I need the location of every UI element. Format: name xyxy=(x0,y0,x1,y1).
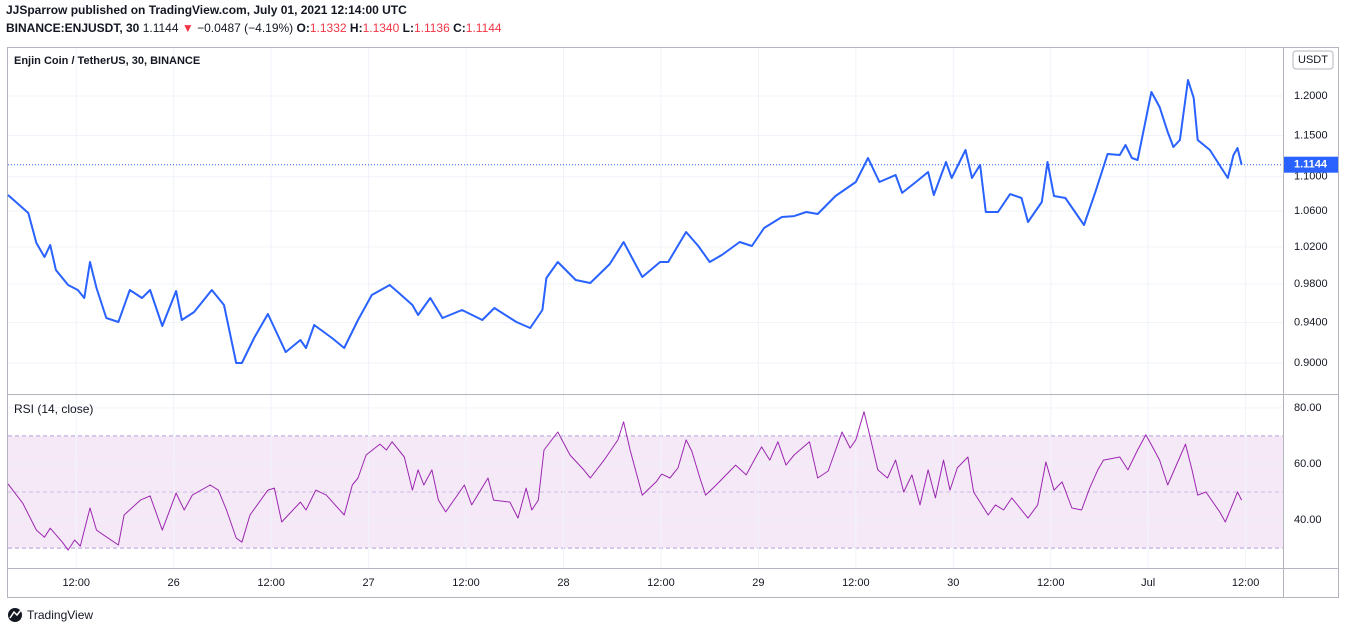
x-tick-label: 28 xyxy=(557,577,569,589)
series-line xyxy=(7,79,1243,364)
y-tick-label: 1.0200 xyxy=(1294,241,1328,253)
change: −0.0487 (−4.19%) xyxy=(197,21,293,35)
last-price-box xyxy=(1284,156,1338,173)
series-line xyxy=(7,411,1243,551)
pane-title: Enjin Coin / TetherUS, 30, BINANCE xyxy=(14,55,200,67)
y-tick-label: 1.0600 xyxy=(1294,205,1328,217)
y-tick-label: 1.1500 xyxy=(1294,129,1328,141)
y-tick-label: 1.1000 xyxy=(1294,171,1328,183)
ohlc-value: 1.1144 xyxy=(466,21,502,35)
grid xyxy=(8,48,1283,568)
x-tick-label: 12:00 xyxy=(1232,577,1260,589)
currency: USDT xyxy=(1298,54,1328,66)
symbol-line: BINANCE:ENJUSDT, 30 1.1144 ▼ −0.0487 (−4… xyxy=(6,21,502,35)
last-price: 1.1144 xyxy=(143,21,179,35)
x-tick-label: 27 xyxy=(362,577,374,589)
x-tick-label: 30 xyxy=(947,577,959,589)
rsi-title: RSI (14, close) xyxy=(14,402,93,416)
footer-brand: TradingView xyxy=(27,608,93,622)
ohlc-label: L: xyxy=(403,21,414,35)
publish-info: JJSparrow published on TradingView.com, … xyxy=(6,3,407,17)
y-tick-label: 40.00 xyxy=(1294,514,1322,526)
currency-box xyxy=(1292,50,1334,70)
y-tick-label: 0.9400 xyxy=(1294,317,1328,329)
ohlc-value: 1.1340 xyxy=(363,21,400,35)
ohlc-value: 1.1332 xyxy=(310,21,347,35)
symbol: BINANCE:ENJUSDT, 30 xyxy=(6,21,140,35)
x-tick-label: 12:00 xyxy=(452,577,480,589)
last-price-label: 1.1144 xyxy=(1294,159,1328,171)
ohlc-label: C: xyxy=(453,21,466,35)
x-tick-label: 29 xyxy=(752,577,764,589)
footer-logo xyxy=(8,608,22,622)
ohlc-label: O: xyxy=(297,21,310,35)
chart-border xyxy=(7,47,1339,598)
y-tick-label: 1.2000 xyxy=(1294,90,1328,102)
x-tick-label: 12:00 xyxy=(62,577,90,589)
x-tick-label: 12:00 xyxy=(842,577,870,589)
y-tick-label: 0.9000 xyxy=(1294,357,1328,369)
y-tick-label: 0.9800 xyxy=(1294,278,1328,290)
y-tick-label: 80.00 xyxy=(1294,402,1322,414)
ohlc-value: 1.1136 xyxy=(414,21,450,35)
x-tick-label: Jul xyxy=(1141,577,1155,589)
ohlc-label: H: xyxy=(350,21,363,35)
x-tick-label: 12:00 xyxy=(647,577,675,589)
y-tick-label: 60.00 xyxy=(1294,458,1322,470)
x-tick-label: 12:00 xyxy=(257,577,285,589)
change-arrow: ▼ xyxy=(182,21,194,35)
x-tick-label: 26 xyxy=(168,577,180,589)
x-tick-label: 12:00 xyxy=(1037,577,1065,589)
